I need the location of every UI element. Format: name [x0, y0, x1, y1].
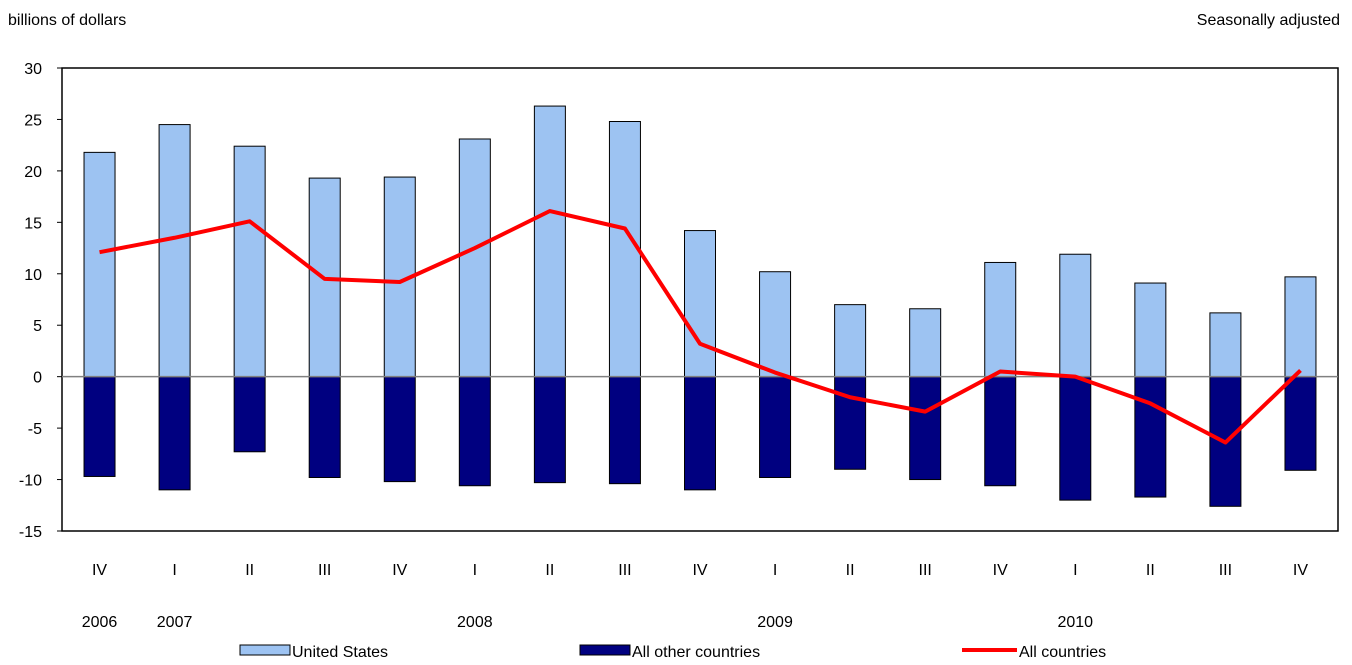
bar	[458, 376, 491, 487]
year-label: 2009	[757, 614, 793, 631]
x-tick-label: I	[172, 562, 176, 579]
bar	[158, 376, 191, 491]
x-tick-label: IV	[392, 562, 407, 579]
bar	[834, 304, 867, 378]
x-tick-label: IV	[1293, 562, 1308, 579]
bar	[233, 145, 266, 378]
bar	[1134, 376, 1167, 498]
x-tick-label: III	[919, 562, 932, 579]
x-tick-label: IV	[993, 562, 1008, 579]
bar	[834, 376, 867, 470]
y-tick-label: -10	[19, 473, 42, 490]
bar	[684, 230, 716, 378]
y-tick-label: 15	[24, 215, 42, 232]
legend-label: United States	[292, 644, 388, 661]
y-tick-label: 0	[33, 370, 42, 387]
bar	[909, 376, 942, 481]
x-tick-label: IV	[92, 562, 107, 579]
x-tick-label: III	[1219, 562, 1232, 579]
bar	[1059, 376, 1092, 501]
bar	[233, 376, 266, 453]
bar	[158, 124, 191, 378]
bar	[1209, 312, 1242, 378]
bar	[83, 151, 116, 378]
bar	[909, 308, 942, 378]
x-tick-label: II	[545, 562, 554, 579]
bar	[1134, 282, 1167, 378]
bar	[1059, 253, 1092, 378]
y-tick-label: 10	[24, 267, 42, 284]
bar	[1284, 376, 1317, 471]
year-label: 2007	[157, 614, 193, 631]
year-label: 2010	[1057, 614, 1093, 631]
x-tick-label: III	[318, 562, 331, 579]
bar	[759, 271, 792, 378]
bar	[984, 376, 1017, 487]
bar	[608, 376, 641, 485]
y-tick-label: 5	[33, 318, 42, 335]
bar	[1284, 276, 1317, 378]
x-tick-label: II	[245, 562, 254, 579]
y-tick-label: -15	[19, 524, 42, 541]
legend-swatch	[239, 644, 291, 656]
bar	[458, 138, 491, 378]
bar	[383, 376, 416, 483]
legend-swatch	[579, 644, 631, 656]
plot-frame	[61, 67, 1339, 532]
bar	[684, 376, 716, 491]
x-tick-label: I	[773, 562, 777, 579]
x-tick-label: I	[1073, 562, 1077, 579]
bar	[759, 376, 792, 478]
bar	[83, 376, 116, 477]
x-tick-label: II	[846, 562, 855, 579]
x-tick-label: I	[473, 562, 477, 579]
y-axis-unit-label: billions of dollars	[8, 12, 127, 29]
bar	[533, 105, 566, 378]
x-tick-label: II	[1146, 562, 1155, 579]
bar	[984, 261, 1017, 378]
x-tick-label: III	[618, 562, 631, 579]
y-tick-label: 30	[24, 61, 42, 78]
seasonal-adjustment-note: Seasonally adjusted	[1196, 12, 1340, 29]
legend-label: All countries	[1019, 644, 1106, 661]
line-series	[99, 209, 1302, 445]
y-tick-label: 25	[24, 112, 42, 129]
year-label: 2008	[457, 614, 493, 631]
year-label: 2006	[82, 614, 118, 631]
legend-label: All other countries	[632, 644, 760, 661]
bar	[308, 376, 341, 478]
x-tick-label: IV	[692, 562, 707, 579]
bar	[533, 376, 566, 484]
y-tick-label: -5	[28, 421, 42, 438]
bar	[608, 121, 641, 378]
y-tick-label: 20	[24, 164, 42, 181]
